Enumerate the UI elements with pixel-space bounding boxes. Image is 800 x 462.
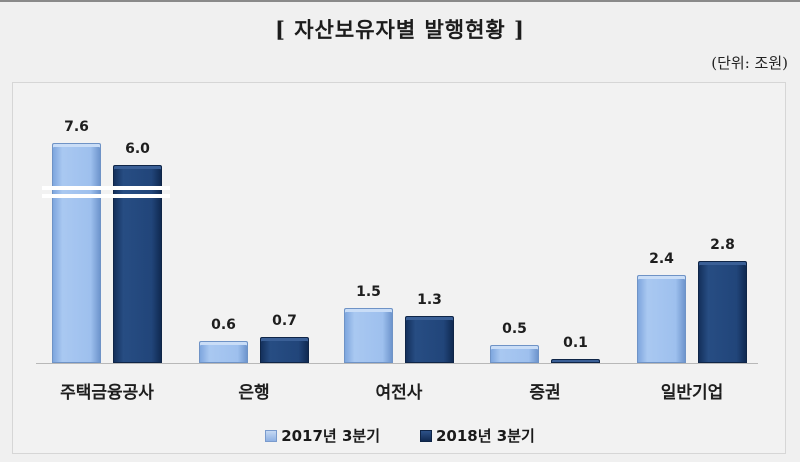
bar-2018-4 bbox=[698, 260, 747, 363]
category-label: 주택금융공사 bbox=[60, 383, 154, 403]
bar-2017-3 bbox=[490, 344, 539, 363]
value-label: 2.4 bbox=[649, 251, 674, 268]
category-label: 일반기업 bbox=[660, 383, 724, 403]
legend-label-2017: 2017년 3분기 bbox=[281, 427, 380, 445]
axis-break-mark bbox=[42, 186, 170, 190]
bar-2017-2 bbox=[344, 308, 393, 363]
chart-title: [ 자산보유자별 발행현황 ] bbox=[274, 17, 525, 42]
bar-2018-0 bbox=[113, 165, 162, 363]
legend-swatch-2018 bbox=[420, 429, 432, 442]
category-label: 여전사 bbox=[375, 383, 423, 403]
bar-2017-4 bbox=[637, 275, 686, 363]
value-label: 6.0 bbox=[125, 141, 150, 157]
category-label: 증권 bbox=[529, 383, 561, 403]
bar-2017-1 bbox=[199, 341, 248, 363]
legend-label-2018: 2018년 3분기 bbox=[436, 427, 535, 445]
value-label: 7.6 bbox=[64, 119, 89, 135]
bar-2018-3 bbox=[551, 359, 600, 363]
bar-2018-2 bbox=[405, 315, 454, 363]
value-label: 0.5 bbox=[502, 320, 527, 337]
value-label: 1.3 bbox=[417, 291, 442, 308]
value-label: 0.6 bbox=[211, 317, 236, 334]
legend-item-2017: 2017년 3분기 bbox=[265, 425, 380, 446]
unit-label: (단위: 조원) bbox=[711, 54, 788, 72]
top-border bbox=[0, 0, 800, 2]
value-label: 0.7 bbox=[272, 313, 297, 330]
value-label: 0.1 bbox=[563, 335, 588, 351]
x-axis-baseline bbox=[36, 363, 758, 364]
legend-item-2018: 2018년 3분기 bbox=[420, 425, 535, 446]
legend-swatch-2017 bbox=[265, 429, 278, 442]
value-label: 1.5 bbox=[356, 284, 381, 301]
legend: 2017년 3분기 2018년 3분기 bbox=[0, 425, 800, 446]
bar-2017-0 bbox=[52, 143, 101, 363]
value-label: 2.8 bbox=[710, 236, 735, 253]
axis-break-mark bbox=[42, 194, 170, 198]
category-label: 은행 bbox=[238, 383, 270, 403]
bar-2018-1 bbox=[260, 337, 309, 363]
